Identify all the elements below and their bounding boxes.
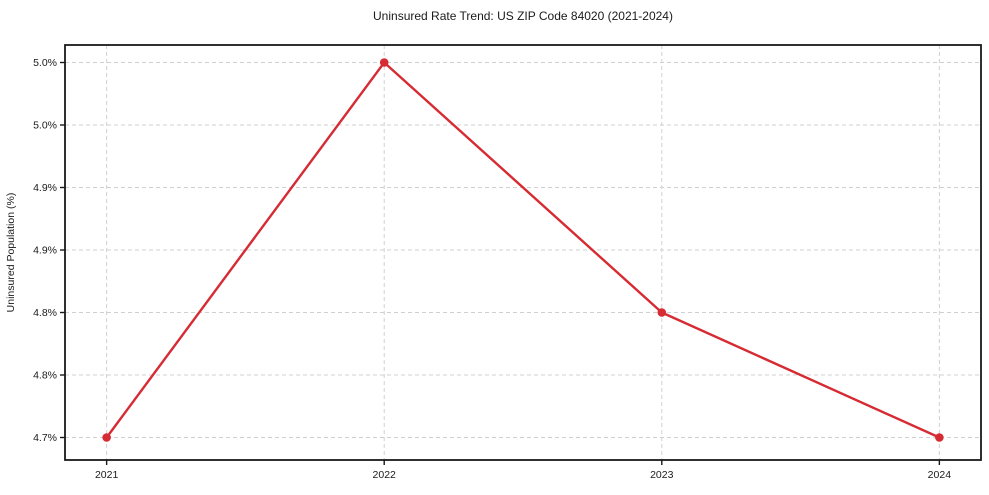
x-tick-label: 2023 <box>650 469 674 481</box>
y-tick-label: 5.0% <box>33 120 57 132</box>
plot-area: 4.7% 4.8% 4.8% 4.9% 4.9% 5.0% 5.0% 2021 2022 2023… <box>33 44 982 481</box>
y-tick-label: 4.9% <box>33 182 57 194</box>
y-tick-label: 4.7% <box>33 432 57 444</box>
x-tick-label: 2021 <box>95 469 119 481</box>
data-point-marker <box>935 433 944 442</box>
x-tick-label: 2024 <box>928 469 952 481</box>
x-tick-label: 2022 <box>373 469 397 481</box>
y-tick-label: 4.8% <box>33 307 57 319</box>
plot-border <box>64 44 982 461</box>
data-point-marker <box>657 308 667 317</box>
chart-title: Uninsured Rate Trend: US ZIP Code 84020 … <box>373 9 673 23</box>
trend-line <box>105 61 941 439</box>
y-axis-label: Uninsured Population (%) <box>5 193 17 313</box>
data-point-marker <box>102 433 111 442</box>
data-point-marker <box>379 58 389 67</box>
y-tick-label: 4.9% <box>33 245 57 257</box>
y-tick-label: 4.8% <box>33 370 57 382</box>
y-tick-label: 5.0% <box>33 57 57 69</box>
